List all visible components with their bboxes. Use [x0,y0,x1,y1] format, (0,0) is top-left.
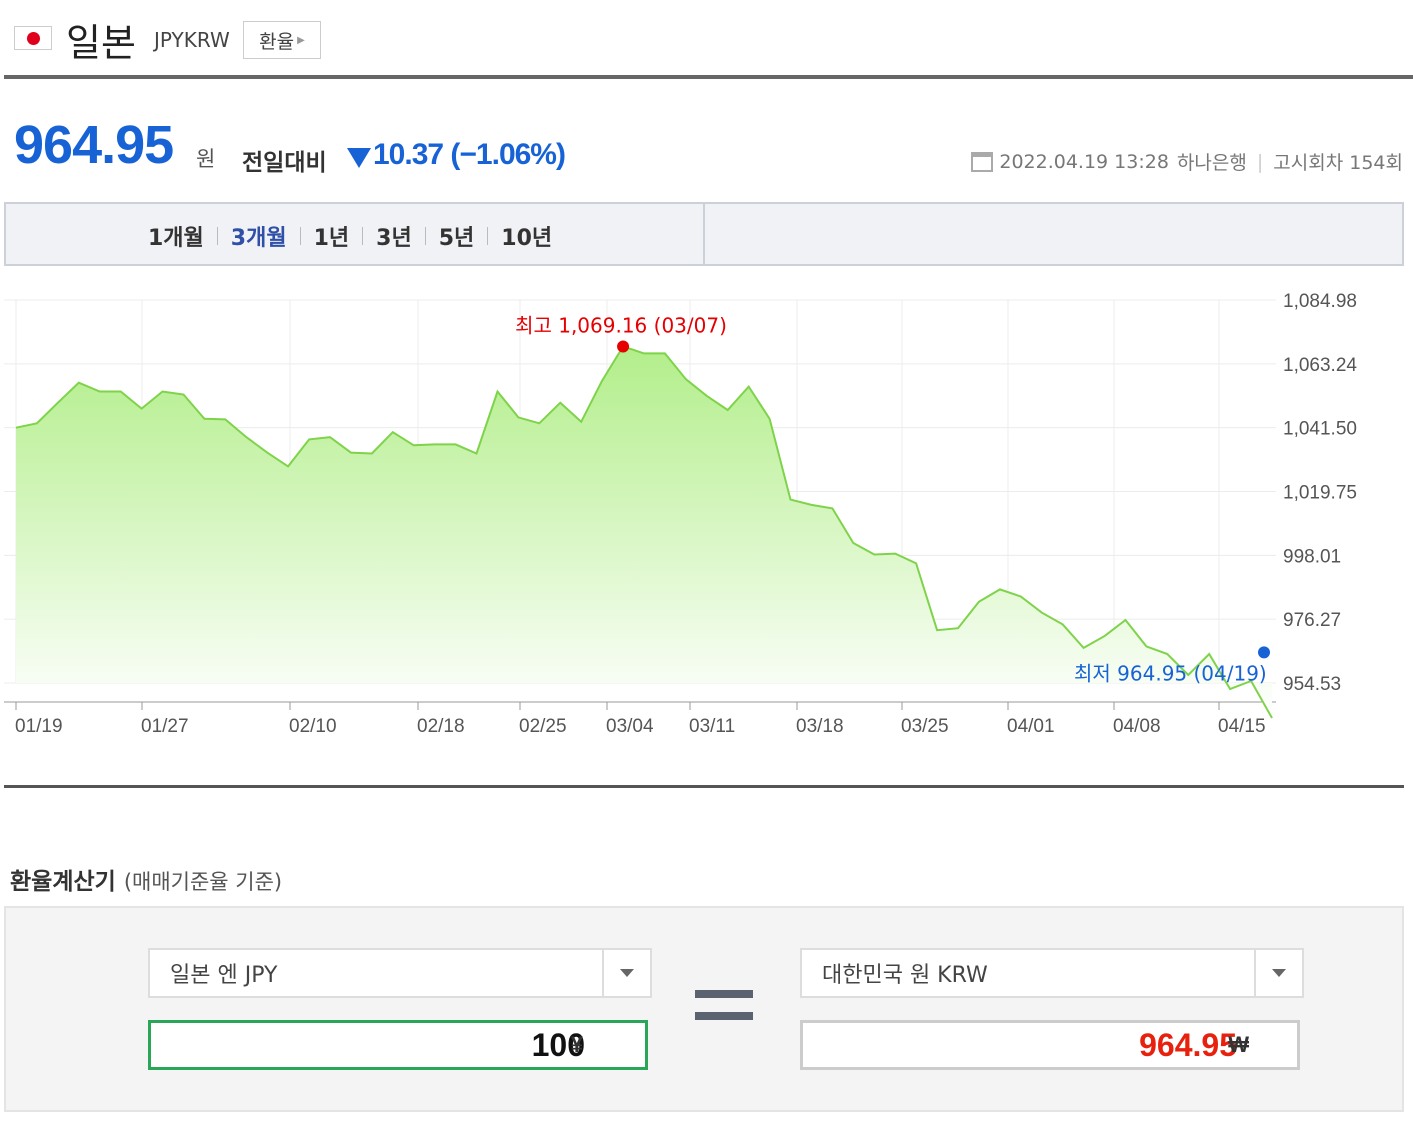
calculator-panel [4,906,1404,1112]
down-triangle-icon [347,148,371,168]
to-amount-input[interactable]: 964.95 ₩ [800,1020,1300,1070]
y-tick-label: 976.27 [1283,610,1341,631]
rate-unit: 원 [196,147,216,171]
chart-bottom-divider [4,785,1404,788]
exchange-rate-button-label: 환율 [259,30,295,53]
low-point-marker [1258,646,1270,659]
tab-1개월[interactable]: 1개월 [148,226,204,251]
currency-pair-code: JPYKRW [154,28,230,52]
y-tick-label: 1,019.75 [1283,483,1357,504]
x-tick-label: 04/08 [1113,716,1161,737]
japan-flag-icon [14,26,52,50]
y-tick-label: 954.53 [1283,674,1341,695]
calendar-icon [971,151,994,172]
tab-separator [362,227,364,245]
series-area [16,346,1272,718]
yen-symbol: ¥ [570,1032,583,1057]
won-symbol: ₩ [1228,1032,1249,1057]
from-amount-value: 100 [531,1026,585,1063]
notice-count: 고시회차 154회 [1273,152,1403,174]
x-tick-label: 04/01 [1007,716,1055,737]
country-title: 일본 [66,21,136,65]
x-tick-label: 03/11 [689,716,735,737]
x-tick-label: 03/18 [796,716,844,737]
tab-10년[interactable]: 10년 [501,226,553,251]
exchange-rate-button[interactable]: 환율 ▶ [243,21,321,59]
quote-datetime: 2022.04.19 13:28 [999,150,1169,173]
from-amount-input[interactable]: 100 ¥ [148,1020,648,1070]
calculator-title-text: 환율계산기 [10,869,116,895]
x-tick-label: 03/25 [901,716,949,737]
tab-separator [299,227,301,245]
current-rate: 964.95 [14,115,174,175]
tab-separator [424,227,426,245]
prev-day-label: 전일대비 [242,150,327,176]
calculator-title: 환율계산기 (매매기준율 기준) [10,862,282,896]
quote-meta: 2022.04.19 13:28 하나은행 | 고시회차 154회 [971,148,1403,175]
period-tab-row: 1개월 3개월 1년 3년 5년 10년 [146,220,554,252]
calculator-subtitle: (매매기준율 기준) [123,870,283,894]
to-amount-value: 964.95 [1139,1026,1237,1063]
x-tick-label: 04/15 [1218,716,1266,737]
tab-separator [216,227,218,245]
x-tick-label: 01/19 [15,716,63,737]
y-tick-label: 998.01 [1283,546,1341,567]
x-tick-label: 01/27 [141,716,189,737]
tab-separator [487,227,489,245]
x-tick-label: 02/18 [417,716,465,737]
chevron-down-icon[interactable] [1254,950,1302,996]
tab-1년[interactable]: 1년 [313,226,350,251]
from-currency-select[interactable]: 일본 엔 JPY [148,948,652,998]
tab-3개월[interactable]: 3개월 [230,226,287,251]
high-label: 최고 1,069.16 (03/07) [515,313,727,337]
to-currency-select[interactable]: 대한민국 원 KRW [800,948,1304,998]
separator: | [1256,150,1264,173]
to-currency-value: 대한민국 원 KRW [822,963,988,988]
y-tick-label: 1,084.98 [1283,291,1357,312]
chevron-right-icon: ▶ [297,34,305,46]
tab-3년[interactable]: 3년 [376,226,412,251]
y-tick-label: 1,063.24 [1283,355,1357,376]
tabs-divider [703,204,705,264]
rate-change: 10.37 (−1.06%) [373,138,566,171]
tab-5년[interactable]: 5년 [438,226,475,251]
x-tick-label: 02/10 [289,716,337,737]
chevron-down-icon[interactable] [602,950,650,996]
from-currency-value: 일본 엔 JPY [170,963,278,988]
low-label: 최저 964.95 (04/19) [1074,661,1267,685]
x-tick-label: 03/04 [606,716,654,737]
high-point-marker [617,340,630,353]
series-line [15,345,1273,719]
equals-icon [695,990,753,1022]
x-tick-label: 02/25 [519,716,567,737]
bank-name: 하나은행 [1176,152,1247,174]
y-tick-label: 1,041.50 [1283,419,1357,440]
exchange-rate-chart: 1,084.98 1,063.24 1,041.50 1,019.75 998.01 97… [4,291,1357,737]
header-divider [4,75,1413,79]
